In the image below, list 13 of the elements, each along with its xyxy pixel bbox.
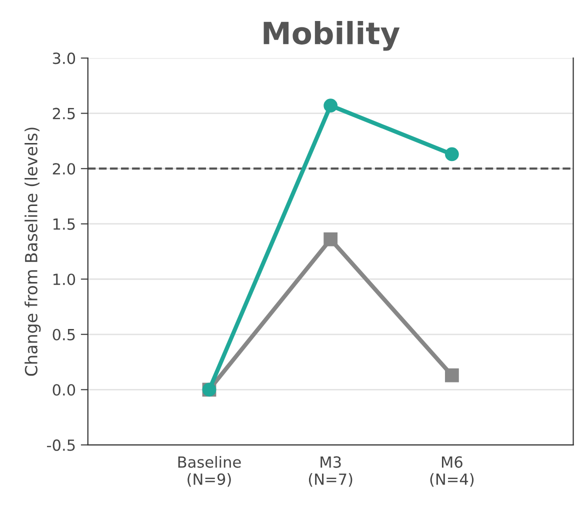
y-tick-label: -0.5 (47, 439, 75, 451)
y-axis-title: Change from Baseline (levels) (24, 128, 41, 376)
y-tick-label: 1.0 (53, 274, 76, 286)
y-tick-label: 0.5 (52, 328, 75, 340)
y-tick-label: 0.0 (52, 384, 76, 396)
y-tick-label: 1.5 (53, 218, 75, 230)
chart-title: Mobility (264, 20, 400, 51)
x-tick-label: M6 (N=4) (430, 456, 474, 487)
y-tick-label: 2.0 (52, 163, 76, 175)
y-tick-label: 2.5 (52, 108, 75, 120)
x-tick-label: Baseline (N=9) (178, 456, 241, 487)
x-tick-label: M3 (N=7) (308, 456, 352, 487)
y-tick-label: 3.0 (52, 52, 76, 64)
